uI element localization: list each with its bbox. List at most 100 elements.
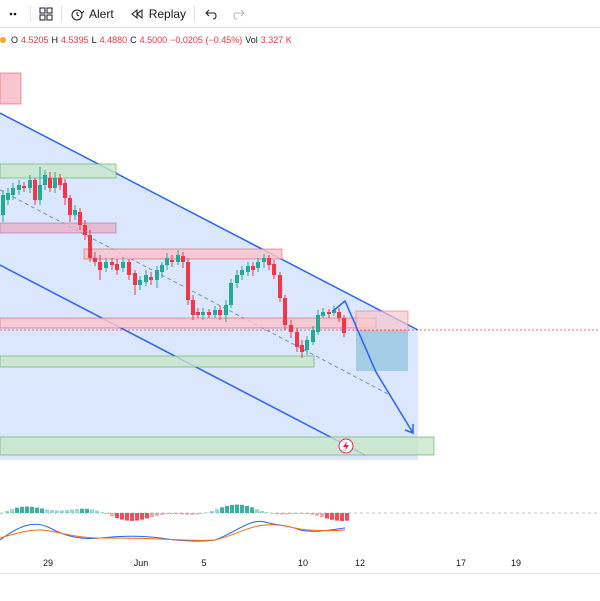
macd-histogram-bar (5, 510, 9, 513)
candle-body[interactable] (11, 188, 15, 195)
candle-body[interactable] (48, 178, 52, 188)
candle-body[interactable] (191, 300, 195, 315)
candle-body[interactable] (327, 312, 331, 314)
candle-body[interactable] (300, 345, 304, 352)
candle-body[interactable] (155, 270, 159, 280)
macd-histogram-bar (335, 513, 339, 521)
replay-button[interactable]: Replay (122, 0, 194, 27)
candle-body[interactable] (267, 258, 271, 265)
supply-zone-top[interactable] (0, 72, 22, 105)
target-box[interactable] (356, 331, 408, 371)
candle-body[interactable] (213, 310, 217, 315)
macd-panel[interactable] (0, 490, 600, 550)
candle-body[interactable] (316, 315, 320, 332)
projection-arrow-path[interactable] (332, 299, 414, 434)
time-axis[interactable]: 29 Jun 5 10 12 17 19 (0, 553, 600, 573)
candle-body[interactable] (93, 258, 97, 262)
candle-body[interactable] (121, 262, 125, 268)
candle-body[interactable] (196, 312, 200, 315)
candle-body[interactable] (28, 180, 32, 188)
macd-histogram-bar (340, 513, 344, 521)
candle-body[interactable] (33, 180, 37, 200)
candle-body[interactable] (229, 283, 233, 305)
candle-body[interactable] (181, 256, 185, 262)
candle-body[interactable] (272, 264, 276, 275)
macd-histogram-bar (20, 506, 24, 513)
price-chart[interactable] (0, 30, 600, 460)
candle-body[interactable] (218, 310, 222, 315)
macd-histogram-bar (210, 510, 214, 513)
candle-body[interactable] (165, 258, 169, 265)
candle-body[interactable] (278, 275, 282, 298)
candle-body[interactable] (240, 270, 244, 275)
candle-body[interactable] (138, 280, 142, 285)
candle-body[interactable] (283, 298, 287, 325)
candle-body[interactable] (201, 312, 205, 315)
candle-body[interactable] (63, 183, 67, 198)
macd-histogram-bar (130, 513, 134, 521)
candlestick-series[interactable] (1, 167, 346, 358)
candle-body[interactable] (262, 258, 266, 262)
demand-zone-bottom[interactable] (0, 436, 435, 456)
candle-body[interactable] (170, 260, 174, 262)
candle-body[interactable] (115, 264, 119, 270)
candle-body[interactable] (207, 312, 211, 315)
candle-body[interactable] (133, 273, 137, 285)
candle-body[interactable] (1, 195, 5, 215)
candle-body[interactable] (305, 340, 309, 350)
candle-body[interactable] (22, 186, 26, 188)
candle-body[interactable] (160, 265, 164, 272)
top-toolbar: Alert Replay (0, 0, 600, 28)
candle-body[interactable] (144, 275, 148, 282)
candle-body[interactable] (110, 262, 114, 265)
candle-body[interactable] (83, 225, 87, 235)
candle-body[interactable] (289, 325, 293, 332)
time-axis-label: 19 (510, 558, 522, 568)
descending-channel-fill[interactable] (0, 113, 418, 460)
candle-body[interactable] (337, 312, 341, 318)
candle-body[interactable] (78, 212, 82, 225)
candle-body[interactable] (104, 262, 108, 268)
candle-body[interactable] (311, 330, 315, 342)
demand-zone-upper[interactable] (0, 163, 117, 179)
candle-body[interactable] (58, 178, 62, 185)
candle-body[interactable] (149, 277, 153, 280)
candle-body[interactable] (73, 210, 77, 215)
macd-histogram-bar (255, 509, 259, 513)
layouts-button[interactable] (31, 0, 61, 27)
macd-histogram-bar (15, 507, 19, 513)
macd-histogram-bar (125, 513, 129, 521)
candle-body[interactable] (176, 255, 180, 262)
alert-button[interactable]: Alert (62, 0, 122, 27)
candle-body[interactable] (186, 262, 190, 300)
candle-body[interactable] (53, 178, 57, 188)
candle-body[interactable] (342, 318, 346, 333)
candle-body[interactable] (332, 310, 336, 313)
candle-body[interactable] (68, 198, 72, 215)
candle-body[interactable] (235, 275, 239, 283)
candle-body[interactable] (88, 235, 92, 258)
supply-zone-right[interactable] (355, 310, 409, 332)
candle-body[interactable] (17, 185, 21, 190)
candle-body[interactable] (38, 185, 42, 200)
macd-histogram-bar (320, 513, 324, 518)
candle-body[interactable] (251, 266, 255, 270)
redo-button[interactable] (225, 0, 255, 27)
event-marker[interactable] (338, 438, 354, 454)
demand-zone-lower[interactable] (0, 355, 315, 368)
more-button[interactable] (0, 0, 30, 27)
undo-button[interactable] (195, 0, 225, 27)
candle-body[interactable] (127, 262, 131, 275)
candle-body[interactable] (321, 312, 325, 316)
channel-upper-line[interactable] (0, 112, 419, 331)
candle-body[interactable] (256, 262, 260, 268)
time-axis-label: 12 (354, 558, 366, 568)
supply-zone-mid[interactable] (0, 222, 117, 234)
candle-body[interactable] (98, 262, 102, 270)
candle-body[interactable] (224, 305, 228, 315)
candle-body[interactable] (6, 193, 10, 200)
candle-body[interactable] (295, 332, 299, 347)
candle-body[interactable] (246, 266, 250, 272)
toolbar-divider (194, 5, 196, 22)
candle-body[interactable] (43, 175, 47, 185)
